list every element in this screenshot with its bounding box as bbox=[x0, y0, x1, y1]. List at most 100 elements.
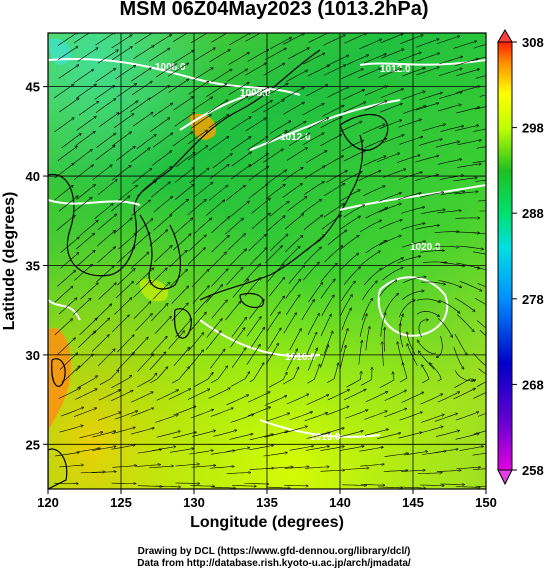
wind-vector bbox=[415, 156, 439, 163]
wind-vector bbox=[156, 486, 180, 487]
wind-vector bbox=[213, 430, 236, 437]
wind-vector bbox=[97, 349, 115, 367]
wind-vector bbox=[92, 431, 115, 438]
wind-vector bbox=[112, 466, 137, 468]
wind-vector bbox=[360, 251, 380, 266]
wind-vector bbox=[225, 448, 250, 453]
wind-vector bbox=[453, 346, 464, 369]
wind-vector bbox=[361, 368, 372, 386]
wind-vector bbox=[209, 50, 231, 63]
wind-vector bbox=[229, 33, 251, 46]
wind-vector bbox=[57, 338, 75, 355]
wind-vector bbox=[307, 314, 319, 336]
wind-vector bbox=[320, 428, 344, 435]
wind-vector bbox=[175, 153, 195, 168]
wind-vector bbox=[376, 153, 399, 163]
wind-vector bbox=[418, 139, 442, 146]
wind-vector bbox=[95, 33, 116, 46]
wind-vector bbox=[225, 302, 241, 321]
wind-vector bbox=[57, 33, 78, 46]
wind-vector bbox=[284, 426, 307, 434]
wind-vector bbox=[286, 394, 309, 405]
wind-vector bbox=[340, 295, 353, 316]
wind-vector bbox=[402, 91, 425, 100]
wind-vector bbox=[187, 200, 206, 216]
wind-vector bbox=[307, 65, 330, 77]
wind-vector bbox=[155, 415, 178, 423]
wind-vector bbox=[341, 69, 363, 80]
wind-vector bbox=[244, 278, 261, 297]
wind-vector bbox=[97, 50, 118, 64]
wind-vector bbox=[72, 298, 91, 315]
wind-vector bbox=[169, 199, 188, 216]
wind-vector bbox=[267, 83, 288, 96]
wind-vector bbox=[263, 149, 283, 163]
wind-vector bbox=[477, 200, 486, 202]
wind-vector bbox=[188, 81, 209, 95]
wind-vector bbox=[111, 35, 132, 49]
wind-vector bbox=[79, 432, 102, 439]
wind-vector bbox=[118, 185, 138, 201]
wind-vector bbox=[327, 390, 350, 401]
wind-vector bbox=[321, 215, 341, 230]
wind-vector bbox=[130, 68, 151, 82]
wind-vector bbox=[307, 118, 328, 130]
wind-vector bbox=[398, 120, 422, 128]
wind-vector bbox=[111, 375, 131, 389]
wind-vector bbox=[358, 341, 362, 365]
wind-vector bbox=[152, 166, 172, 182]
wind-vector bbox=[131, 392, 153, 403]
coastline-luzon bbox=[48, 448, 68, 489]
wind-vector bbox=[378, 280, 396, 297]
wind-vector bbox=[171, 303, 188, 322]
wind-vector bbox=[194, 48, 216, 61]
wind-vector bbox=[455, 218, 480, 219]
wind-vector bbox=[342, 485, 366, 486]
x-tick-label: 130 bbox=[183, 495, 205, 510]
wind-vector bbox=[191, 270, 209, 287]
y-tick-label: 45 bbox=[26, 80, 40, 95]
wind-vector bbox=[477, 283, 486, 288]
wind-vector bbox=[78, 331, 95, 348]
wind-vector bbox=[475, 485, 486, 487]
wind-vector bbox=[284, 214, 304, 230]
wind-vector bbox=[208, 137, 229, 151]
x-tick-label: 125 bbox=[110, 495, 132, 510]
wind-vector bbox=[400, 324, 404, 348]
wind-vector bbox=[210, 408, 233, 417]
wind-vector bbox=[110, 196, 130, 212]
wind-vector bbox=[149, 86, 170, 100]
x-tick-label: 150 bbox=[475, 495, 497, 510]
wind-vector bbox=[420, 192, 444, 198]
wind-vector bbox=[111, 390, 133, 401]
wind-vector bbox=[249, 434, 273, 441]
wind-vector bbox=[263, 63, 285, 76]
wind-vector bbox=[156, 390, 179, 401]
wind-vector bbox=[320, 135, 341, 147]
wind-vector bbox=[169, 448, 194, 453]
wind-vector bbox=[193, 373, 213, 387]
wind-vector bbox=[284, 485, 308, 486]
wind-vector bbox=[263, 100, 284, 113]
wind-vector bbox=[130, 98, 150, 113]
isobar-west-a bbox=[48, 199, 141, 206]
wind-vector bbox=[455, 487, 480, 488]
wind-vector bbox=[286, 70, 307, 82]
wind-vector bbox=[150, 337, 167, 355]
wind-vector bbox=[91, 335, 109, 352]
wind-vector bbox=[422, 124, 445, 132]
wind-vector bbox=[174, 113, 195, 127]
wind-vector bbox=[74, 165, 93, 180]
wind-vector bbox=[472, 160, 486, 164]
wind-vector bbox=[456, 262, 479, 269]
wind-vector bbox=[190, 33, 212, 44]
wind-vector bbox=[422, 365, 430, 384]
wind-vector bbox=[437, 211, 461, 214]
wind-vector bbox=[472, 56, 486, 62]
wind-vector bbox=[153, 133, 172, 148]
wind-vector bbox=[72, 149, 92, 165]
wind-vector bbox=[57, 271, 75, 287]
x-axis-label: Longitude (degrees) bbox=[190, 514, 344, 531]
wind-vector bbox=[378, 204, 401, 213]
wind-vector bbox=[362, 281, 377, 301]
